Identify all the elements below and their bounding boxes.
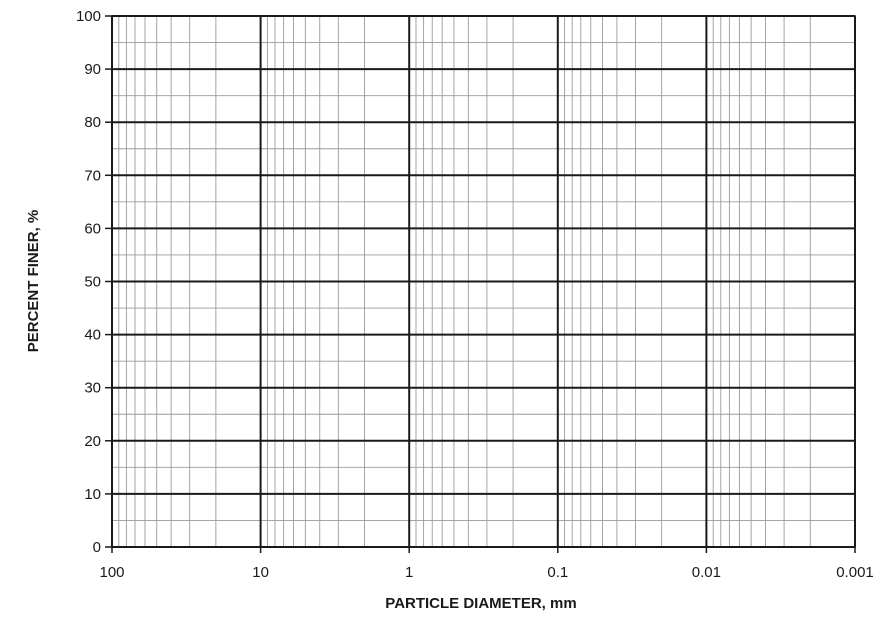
x-tick-labels: 100 10 1 0.1 0.01 0.001 xyxy=(99,547,874,581)
y-tick-label: 50 xyxy=(84,274,101,291)
y-axis-title: PERCENT FINER, % xyxy=(25,210,42,353)
x-tick-label: 10 xyxy=(252,564,269,581)
y-tick-label: 70 xyxy=(84,167,101,184)
y-tick-label: 30 xyxy=(84,380,101,397)
y-tick-labels: 0 10 20 30 40 50 60 70 80 90 100 xyxy=(76,8,112,556)
y-tick-label: 100 xyxy=(76,8,101,25)
x-tick-label: 0.001 xyxy=(836,564,874,581)
x-axis-title: PARTICLE DIAMETER, mm xyxy=(385,595,576,612)
x-tick-label: 0.1 xyxy=(547,564,568,581)
x-tick-label: 1 xyxy=(405,564,413,581)
y-tick-label: 10 xyxy=(84,486,101,503)
y-tick-label: 90 xyxy=(84,61,101,78)
x-tick-label: 0.01 xyxy=(692,564,721,581)
y-tick-label: 0 xyxy=(93,539,101,556)
y-tick-label: 20 xyxy=(84,433,101,450)
x-tick-label: 100 xyxy=(99,564,124,581)
y-tick-label: 60 xyxy=(84,220,101,237)
y-tick-label: 80 xyxy=(84,114,101,131)
y-tick-label: 40 xyxy=(84,327,101,344)
